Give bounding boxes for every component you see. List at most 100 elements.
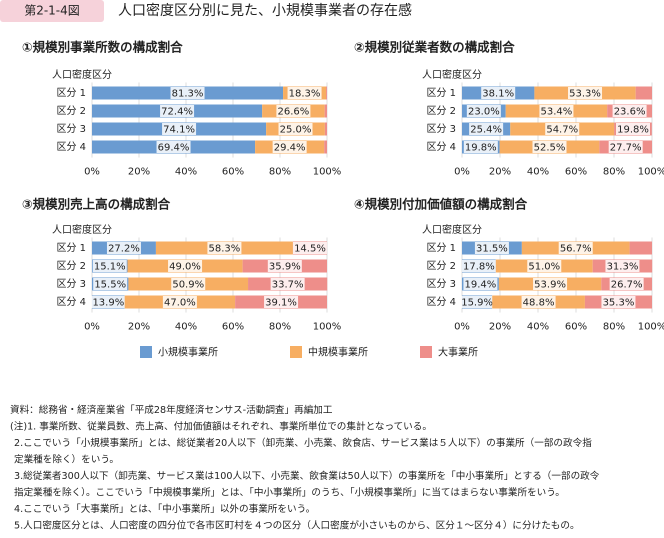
y-tick-label: 区分 2 [56, 105, 86, 117]
value-label: 35.3% [603, 298, 635, 309]
value-label: 49.0% [169, 262, 201, 273]
y-axis-label: 人口密度区分 [422, 68, 482, 81]
value-label-bg [93, 278, 128, 290]
bar-segment [326, 86, 327, 100]
figure-number: 第2-1-4図 [24, 4, 80, 18]
value-label-bg [527, 260, 562, 272]
chart-title: ②規模別従業者数の構成割合 [354, 40, 515, 55]
x-tick-label: 60% [222, 167, 244, 178]
x-tick-label: 100% [313, 167, 342, 178]
figure-title: 人口密度区分別に見た、小規模事業者の存在感 [118, 2, 412, 19]
value-label-bg [601, 296, 636, 308]
legend-label: 小規模事業所 [158, 346, 218, 359]
note-line: 指定業種を除く）。ここでいう「中規模事業所」とは、「中小事業所」のうち、「小規模… [14, 487, 565, 499]
y-tick-label: 区分 1 [56, 242, 86, 254]
value-label: 72.4% [161, 107, 193, 118]
x-tick-label: 100% [638, 167, 664, 178]
y-tick-label: 区分 1 [426, 87, 456, 99]
value-label: 54.7% [546, 125, 578, 136]
figure-number-box [0, 0, 104, 22]
value-label-bg [532, 141, 567, 153]
value-label-bg [267, 260, 302, 272]
value-label: 23.6% [614, 107, 646, 118]
chart-title: ④規模別付加価値額の構成割合 [354, 197, 528, 212]
value-label: 74.1% [163, 125, 195, 136]
value-label-bg [469, 123, 504, 135]
value-label-bg [287, 87, 322, 99]
value-label: 19.8% [617, 125, 649, 136]
x-tick-label: 20% [489, 322, 511, 333]
note-line: 定業種を除く）をいう。 [14, 454, 119, 466]
value-label-bg [616, 123, 650, 135]
value-label-bg [162, 296, 197, 308]
value-label-bg [278, 123, 313, 135]
x-tick-label: 40% [175, 167, 197, 178]
value-label-bg [270, 278, 305, 290]
bar-segment [324, 122, 327, 136]
x-tick-label: 80% [603, 322, 625, 333]
y-tick-label: 区分 1 [56, 87, 86, 99]
value-label: 26.6% [278, 107, 310, 118]
value-label-bg [481, 87, 516, 99]
y-tick-label: 区分 3 [56, 123, 86, 135]
value-label: 53.9% [534, 280, 566, 291]
x-tick-label: 20% [128, 167, 150, 178]
value-label: 35.9% [269, 262, 301, 273]
x-tick-label: 0% [84, 322, 100, 333]
value-label: 31.3% [607, 262, 639, 273]
value-label: 51.0% [528, 262, 560, 273]
value-label: 29.4% [274, 143, 306, 154]
value-label-bg [521, 296, 556, 308]
value-label: 15.1% [94, 262, 126, 273]
x-tick-label: 0% [84, 167, 100, 178]
legend-label: 大事業所 [438, 346, 478, 359]
value-label-bg [463, 141, 498, 153]
value-label: 14.5% [294, 244, 326, 255]
value-label-bg [207, 242, 242, 254]
note-line: 資料：総務省・経済産業省「平成28年度経済センサス-活動調査」再編加工 [10, 404, 333, 416]
y-axis-label: 人口密度区分 [52, 223, 112, 236]
note-line: 3.総従業者300人以下（卸売業、サービス業は100人以下、小売業、飲食業は50… [14, 470, 600, 482]
y-tick-label: 区分 2 [426, 260, 456, 272]
value-label-bg [162, 123, 197, 135]
value-label-bg [474, 242, 509, 254]
x-tick-label: 0% [454, 167, 470, 178]
value-label: 27.7% [610, 143, 642, 154]
legend-swatch [140, 346, 152, 358]
value-label: 53.3% [569, 89, 601, 100]
value-label: 33.7% [272, 280, 304, 291]
value-label: 25.4% [470, 125, 502, 136]
x-tick-label: 80% [603, 167, 625, 178]
value-label-bg [106, 242, 141, 254]
legend-label: 中規模事業所 [308, 346, 368, 359]
x-tick-label: 20% [128, 322, 150, 333]
x-tick-label: 60% [222, 322, 244, 333]
value-label-bg [272, 141, 307, 153]
note-line: 2.ここでいう「小規模事業所」とは、総従業者20人以下（卸売業、小売業、飲食店、… [14, 437, 592, 449]
note-line: 4.ここでいう「大事業所」とは、「中小事業所」以外の事業所をいう。 [14, 503, 315, 515]
x-tick-label: 40% [527, 322, 549, 333]
y-tick-label: 区分 4 [56, 141, 86, 153]
value-label-bg [461, 260, 496, 272]
value-label-bg [156, 141, 191, 153]
value-label: 15.5% [94, 280, 126, 291]
value-label-bg [612, 105, 647, 117]
value-label: 19.8% [465, 143, 497, 154]
value-label: 50.9% [172, 280, 204, 291]
value-label: 56.7% [560, 244, 592, 255]
x-tick-label: 0% [454, 322, 470, 333]
bar-segment [324, 104, 327, 118]
bar-segment [324, 140, 327, 154]
note-line: (注)1. 事業所数、従業員数、売上高、付加価値額はそれぞれ、事業所単位での集計… [10, 421, 432, 433]
y-tick-label: 区分 4 [426, 296, 456, 308]
y-tick-label: 区分 4 [56, 296, 86, 308]
chart-title: ①規模別事業所数の構成割合 [22, 40, 183, 55]
value-label: 48.8% [523, 298, 555, 309]
value-label-bg [91, 296, 126, 308]
value-label-bg [466, 105, 501, 117]
y-tick-label: 区分 3 [426, 278, 456, 290]
value-label: 31.5% [476, 244, 508, 255]
x-tick-label: 20% [489, 167, 511, 178]
value-label-bg [171, 278, 206, 290]
x-tick-label: 40% [175, 322, 197, 333]
